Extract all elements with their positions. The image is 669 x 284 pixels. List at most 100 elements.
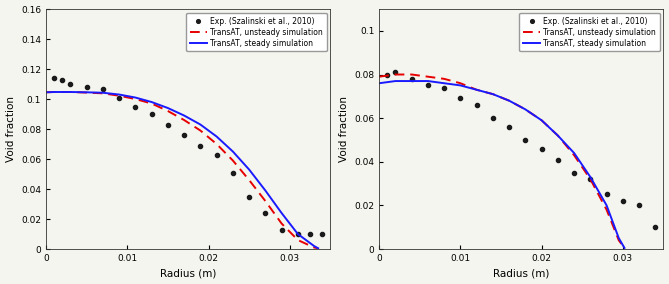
TransAT, unsteady simulation xyxy=(407,73,415,76)
TransAT, steady simulation xyxy=(131,96,139,99)
Exp. (Szalinski et al., 2010) xyxy=(164,123,172,126)
Exp. (Szalinski et al., 2010) xyxy=(115,96,123,99)
TransAT, unsteady simulation xyxy=(489,92,497,96)
Exp. (Szalinski et al., 2010) xyxy=(521,138,529,142)
Exp. (Szalinski et al., 2010) xyxy=(472,103,480,107)
TransAT, unsteady simulation xyxy=(245,178,253,182)
TransAT, steady simulation xyxy=(278,211,286,215)
TransAT, steady simulation xyxy=(391,79,399,83)
TransAT, unsteady simulation xyxy=(294,238,302,242)
Line: TransAT, unsteady simulation: TransAT, unsteady simulation xyxy=(46,92,318,248)
Exp. (Szalinski et al., 2010) xyxy=(635,204,643,207)
TransAT, steady simulation xyxy=(42,91,50,94)
Exp. (Szalinski et al., 2010) xyxy=(505,125,513,129)
TransAT, unsteady simulation xyxy=(310,246,318,249)
Exp. (Szalinski et al., 2010) xyxy=(538,147,546,151)
TransAT, steady simulation xyxy=(615,236,623,240)
TransAT, unsteady simulation xyxy=(115,94,123,97)
Exp. (Szalinski et al., 2010) xyxy=(554,158,562,161)
Y-axis label: Void fraction: Void fraction xyxy=(5,96,15,162)
TransAT, unsteady simulation xyxy=(314,247,322,250)
TransAT, steady simulation xyxy=(148,100,156,104)
Exp. (Szalinski et al., 2010) xyxy=(570,171,578,174)
Exp. (Szalinski et al., 2010) xyxy=(652,225,660,229)
TransAT, unsteady simulation xyxy=(570,154,578,157)
TransAT, unsteady simulation xyxy=(83,91,91,94)
TransAT, steady simulation xyxy=(245,168,253,171)
TransAT, steady simulation xyxy=(440,82,448,85)
TransAT, unsteady simulation xyxy=(472,88,480,91)
TransAT, unsteady simulation xyxy=(278,222,286,225)
Y-axis label: Void fraction: Void fraction xyxy=(339,96,349,162)
Exp. (Szalinski et al., 2010) xyxy=(306,232,314,236)
Exp. (Szalinski et al., 2010) xyxy=(603,193,611,196)
Exp. (Szalinski et al., 2010) xyxy=(383,73,391,76)
TransAT, steady simulation xyxy=(83,91,91,94)
Exp. (Szalinski et al., 2010) xyxy=(229,171,237,174)
TransAT, unsteady simulation xyxy=(521,108,529,111)
TransAT, unsteady simulation xyxy=(620,246,628,250)
Exp. (Szalinski et al., 2010) xyxy=(83,85,91,89)
TransAT, unsteady simulation xyxy=(538,119,546,122)
Line: Exp. (Szalinski et al., 2010): Exp. (Szalinski et al., 2010) xyxy=(385,70,658,229)
TransAT, steady simulation xyxy=(586,175,594,179)
Legend: Exp. (Szalinski et al., 2010), TransAT, unsteady simulation, TransAT, steady sim: Exp. (Szalinski et al., 2010), TransAT, … xyxy=(186,13,326,51)
Exp. (Szalinski et al., 2010) xyxy=(50,76,58,80)
TransAT, unsteady simulation xyxy=(262,199,270,203)
Exp. (Szalinski et al., 2010) xyxy=(180,133,188,137)
TransAT, unsteady simulation xyxy=(229,159,237,162)
TransAT, steady simulation xyxy=(554,134,562,137)
TransAT, steady simulation xyxy=(456,84,464,87)
TransAT, unsteady simulation xyxy=(42,91,50,94)
Exp. (Szalinski et al., 2010) xyxy=(66,82,74,86)
TransAT, unsteady simulation xyxy=(148,102,156,105)
TransAT, unsteady simulation xyxy=(424,75,432,78)
TransAT, steady simulation xyxy=(164,106,172,110)
Exp. (Szalinski et al., 2010) xyxy=(262,211,270,215)
TransAT, unsteady simulation xyxy=(391,73,399,76)
Line: TransAT, steady simulation: TransAT, steady simulation xyxy=(46,92,318,248)
X-axis label: Radius (m): Radius (m) xyxy=(160,268,216,278)
TransAT, steady simulation xyxy=(197,123,205,126)
TransAT, steady simulation xyxy=(620,246,628,250)
Exp. (Szalinski et al., 2010) xyxy=(619,199,627,203)
TransAT, unsteady simulation xyxy=(197,129,205,132)
TransAT, unsteady simulation xyxy=(66,90,74,94)
Exp. (Szalinski et al., 2010) xyxy=(318,232,326,236)
Exp. (Szalinski et al., 2010) xyxy=(58,78,66,81)
Exp. (Szalinski et al., 2010) xyxy=(131,105,139,108)
TransAT, unsteady simulation xyxy=(131,97,139,101)
TransAT, steady simulation xyxy=(229,150,237,153)
TransAT, steady simulation xyxy=(407,79,415,83)
TransAT, steady simulation xyxy=(424,79,432,83)
Exp. (Szalinski et al., 2010) xyxy=(245,195,253,198)
TransAT, unsteady simulation xyxy=(603,208,611,212)
TransAT, unsteady simulation xyxy=(586,178,594,181)
TransAT, unsteady simulation xyxy=(440,77,448,81)
TransAT, steady simulation xyxy=(472,88,480,91)
Line: Exp. (Szalinski et al., 2010): Exp. (Szalinski et al., 2010) xyxy=(52,76,324,236)
TransAT, steady simulation xyxy=(294,232,302,236)
TransAT, unsteady simulation xyxy=(180,118,188,122)
Exp. (Szalinski et al., 2010) xyxy=(407,77,415,81)
TransAT, unsteady simulation xyxy=(615,239,623,242)
TransAT, unsteady simulation xyxy=(375,75,383,78)
TransAT, steady simulation xyxy=(115,93,123,96)
Line: TransAT, steady simulation: TransAT, steady simulation xyxy=(379,81,624,248)
Exp. (Szalinski et al., 2010) xyxy=(424,84,432,87)
TransAT, steady simulation xyxy=(99,91,107,95)
TransAT, steady simulation xyxy=(66,90,74,94)
TransAT, steady simulation xyxy=(603,204,611,207)
TransAT, unsteady simulation xyxy=(50,90,58,94)
Exp. (Szalinski et al., 2010) xyxy=(197,144,205,147)
Legend: Exp. (Szalinski et al., 2010), TransAT, unsteady simulation, TransAT, steady sim: Exp. (Szalinski et al., 2010), TransAT, … xyxy=(519,13,660,51)
Exp. (Szalinski et al., 2010) xyxy=(586,178,594,181)
TransAT, steady simulation xyxy=(310,244,318,248)
TransAT, steady simulation xyxy=(375,82,383,85)
TransAT, unsteady simulation xyxy=(164,109,172,113)
TransAT, steady simulation xyxy=(538,119,546,122)
TransAT, unsteady simulation xyxy=(213,142,221,146)
X-axis label: Radius (m): Radius (m) xyxy=(493,268,549,278)
Exp. (Szalinski et al., 2010) xyxy=(440,86,448,89)
TransAT, steady simulation xyxy=(213,135,221,138)
